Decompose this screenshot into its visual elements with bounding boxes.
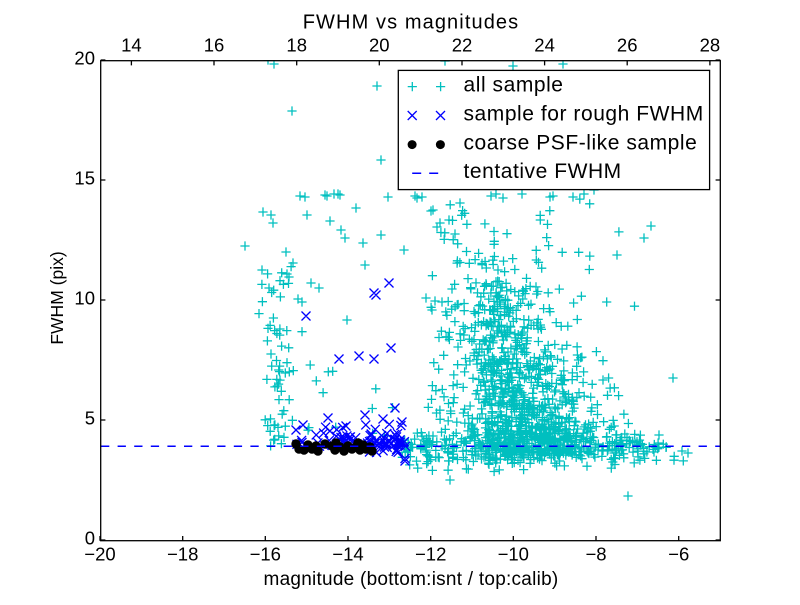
svg-text:−8: −8 bbox=[585, 544, 606, 565]
svg-text:FWHM vs magnitudes: FWHM vs magnitudes bbox=[303, 12, 520, 34]
svg-text:18: 18 bbox=[286, 35, 307, 56]
svg-text:−6: −6 bbox=[668, 544, 689, 565]
svg-text:20: 20 bbox=[74, 48, 95, 69]
svg-text:tentative FWHM: tentative FWHM bbox=[464, 160, 622, 183]
svg-text:FWHM (pix): FWHM (pix) bbox=[47, 251, 67, 344]
svg-text:−14: −14 bbox=[332, 544, 363, 565]
svg-text:14: 14 bbox=[121, 35, 142, 56]
svg-text:−12: −12 bbox=[415, 544, 446, 565]
svg-text:26: 26 bbox=[617, 35, 638, 56]
svg-text:20: 20 bbox=[369, 35, 390, 56]
svg-text:all sample: all sample bbox=[464, 74, 564, 97]
svg-text:0: 0 bbox=[85, 528, 95, 549]
svg-text:−20: −20 bbox=[84, 544, 115, 565]
svg-text:15: 15 bbox=[74, 168, 95, 189]
svg-text:−16: −16 bbox=[250, 544, 281, 565]
svg-text:22: 22 bbox=[452, 35, 473, 56]
svg-text:−18: −18 bbox=[167, 544, 198, 565]
svg-text:10: 10 bbox=[74, 288, 95, 309]
svg-text:sample for rough FWHM: sample for rough FWHM bbox=[464, 102, 704, 125]
svg-text:24: 24 bbox=[534, 35, 555, 56]
svg-text:coarse PSF-like sample: coarse PSF-like sample bbox=[464, 131, 698, 154]
svg-text:−10: −10 bbox=[498, 544, 529, 565]
svg-text:28: 28 bbox=[700, 35, 721, 56]
svg-text:16: 16 bbox=[204, 35, 225, 56]
svg-text:5: 5 bbox=[85, 408, 95, 429]
svg-text:magnitude (bottom:isnt / top:c: magnitude (bottom:isnt / top:calib) bbox=[264, 569, 559, 590]
